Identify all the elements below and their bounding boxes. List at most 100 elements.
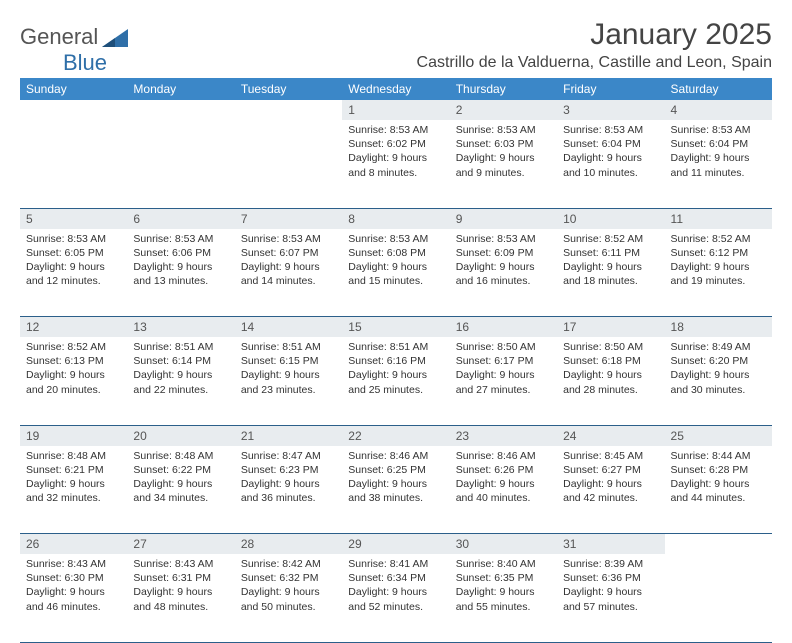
month-title: January 2025 [417,18,772,52]
day-details: Sunrise: 8:53 AMSunset: 6:07 PMDaylight:… [235,229,342,295]
day-cell: Sunrise: 8:50 AMSunset: 6:18 PMDaylight:… [557,337,664,425]
day-details: Sunrise: 8:53 AMSunset: 6:03 PMDaylight:… [450,120,557,186]
daynum-row: 12131415161718 [20,317,772,338]
location: Castrillo de la Valduerna, Castille and … [417,54,772,72]
day-number-cell: 31 [557,534,664,555]
daynum-row: 19202122232425 [20,425,772,446]
weekday-header: Monday [127,78,234,100]
day-number-cell: 13 [127,317,234,338]
day-cell: Sunrise: 8:53 AMSunset: 6:02 PMDaylight:… [342,120,449,208]
day-cell: Sunrise: 8:53 AMSunset: 6:03 PMDaylight:… [450,120,557,208]
day-cell [235,120,342,208]
day-number-cell: 4 [665,100,772,120]
day-number-cell: 22 [342,425,449,446]
day-cell: Sunrise: 8:44 AMSunset: 6:28 PMDaylight:… [665,446,772,534]
day-details: Sunrise: 8:46 AMSunset: 6:25 PMDaylight:… [342,446,449,512]
day-cell: Sunrise: 8:52 AMSunset: 6:12 PMDaylight:… [665,229,772,317]
day-number-cell: 12 [20,317,127,338]
day-cell: Sunrise: 8:48 AMSunset: 6:21 PMDaylight:… [20,446,127,534]
day-cell: Sunrise: 8:51 AMSunset: 6:14 PMDaylight:… [127,337,234,425]
day-details: Sunrise: 8:51 AMSunset: 6:16 PMDaylight:… [342,337,449,403]
day-number-cell [665,534,772,555]
daynum-row: 567891011 [20,208,772,229]
week-row: Sunrise: 8:43 AMSunset: 6:30 PMDaylight:… [20,554,772,642]
week-row: Sunrise: 8:53 AMSunset: 6:05 PMDaylight:… [20,229,772,317]
day-cell: Sunrise: 8:53 AMSunset: 6:06 PMDaylight:… [127,229,234,317]
day-number-cell: 6 [127,208,234,229]
day-details: Sunrise: 8:44 AMSunset: 6:28 PMDaylight:… [665,446,772,512]
day-details: Sunrise: 8:53 AMSunset: 6:08 PMDaylight:… [342,229,449,295]
day-cell: Sunrise: 8:42 AMSunset: 6:32 PMDaylight:… [235,554,342,642]
day-number-cell: 11 [665,208,772,229]
day-cell: Sunrise: 8:47 AMSunset: 6:23 PMDaylight:… [235,446,342,534]
day-cell: Sunrise: 8:53 AMSunset: 6:05 PMDaylight:… [20,229,127,317]
day-details: Sunrise: 8:50 AMSunset: 6:17 PMDaylight:… [450,337,557,403]
day-details: Sunrise: 8:53 AMSunset: 6:02 PMDaylight:… [342,120,449,186]
week-row: Sunrise: 8:53 AMSunset: 6:02 PMDaylight:… [20,120,772,208]
day-details: Sunrise: 8:53 AMSunset: 6:04 PMDaylight:… [557,120,664,186]
day-number-cell: 10 [557,208,664,229]
day-number-cell: 21 [235,425,342,446]
day-details: Sunrise: 8:42 AMSunset: 6:32 PMDaylight:… [235,554,342,620]
day-cell [127,120,234,208]
day-details: Sunrise: 8:53 AMSunset: 6:09 PMDaylight:… [450,229,557,295]
day-cell: Sunrise: 8:52 AMSunset: 6:13 PMDaylight:… [20,337,127,425]
weekday-header: Friday [557,78,664,100]
day-cell [20,120,127,208]
day-cell: Sunrise: 8:53 AMSunset: 6:08 PMDaylight:… [342,229,449,317]
day-cell: Sunrise: 8:51 AMSunset: 6:15 PMDaylight:… [235,337,342,425]
day-details: Sunrise: 8:40 AMSunset: 6:35 PMDaylight:… [450,554,557,620]
day-cell: Sunrise: 8:45 AMSunset: 6:27 PMDaylight:… [557,446,664,534]
weekday-header: Thursday [450,78,557,100]
day-number-cell: 14 [235,317,342,338]
day-details: Sunrise: 8:48 AMSunset: 6:22 PMDaylight:… [127,446,234,512]
day-cell: Sunrise: 8:51 AMSunset: 6:16 PMDaylight:… [342,337,449,425]
day-cell [665,554,772,642]
day-number-cell: 30 [450,534,557,555]
day-number-cell: 9 [450,208,557,229]
day-cell: Sunrise: 8:50 AMSunset: 6:17 PMDaylight:… [450,337,557,425]
day-number-cell: 16 [450,317,557,338]
daynum-row: 1234 [20,100,772,120]
day-cell: Sunrise: 8:39 AMSunset: 6:36 PMDaylight:… [557,554,664,642]
weekday-header: Tuesday [235,78,342,100]
day-details: Sunrise: 8:52 AMSunset: 6:13 PMDaylight:… [20,337,127,403]
day-cell: Sunrise: 8:43 AMSunset: 6:31 PMDaylight:… [127,554,234,642]
day-details: Sunrise: 8:50 AMSunset: 6:18 PMDaylight:… [557,337,664,403]
day-number-cell: 20 [127,425,234,446]
day-number-cell: 7 [235,208,342,229]
day-cell: Sunrise: 8:53 AMSunset: 6:04 PMDaylight:… [665,120,772,208]
day-cell: Sunrise: 8:53 AMSunset: 6:04 PMDaylight:… [557,120,664,208]
day-cell: Sunrise: 8:53 AMSunset: 6:07 PMDaylight:… [235,229,342,317]
day-details: Sunrise: 8:53 AMSunset: 6:06 PMDaylight:… [127,229,234,295]
day-number-cell: 19 [20,425,127,446]
week-row: Sunrise: 8:48 AMSunset: 6:21 PMDaylight:… [20,446,772,534]
day-cell: Sunrise: 8:49 AMSunset: 6:20 PMDaylight:… [665,337,772,425]
day-details: Sunrise: 8:47 AMSunset: 6:23 PMDaylight:… [235,446,342,512]
day-number-cell: 8 [342,208,449,229]
day-number-cell: 26 [20,534,127,555]
header: General January 2025 Castrillo de la Val… [20,18,772,72]
day-number-cell: 28 [235,534,342,555]
weekday-header-row: Sunday Monday Tuesday Wednesday Thursday… [20,78,772,100]
day-details: Sunrise: 8:43 AMSunset: 6:31 PMDaylight:… [127,554,234,620]
day-cell: Sunrise: 8:52 AMSunset: 6:11 PMDaylight:… [557,229,664,317]
day-cell: Sunrise: 8:43 AMSunset: 6:30 PMDaylight:… [20,554,127,642]
day-cell: Sunrise: 8:40 AMSunset: 6:35 PMDaylight:… [450,554,557,642]
title-block: January 2025 Castrillo de la Valduerna, … [417,18,772,72]
calendar-table: Sunday Monday Tuesday Wednesday Thursday… [20,78,772,643]
day-details: Sunrise: 8:49 AMSunset: 6:20 PMDaylight:… [665,337,772,403]
day-number-cell: 25 [665,425,772,446]
day-cell: Sunrise: 8:41 AMSunset: 6:34 PMDaylight:… [342,554,449,642]
daynum-row: 262728293031 [20,534,772,555]
day-details: Sunrise: 8:53 AMSunset: 6:05 PMDaylight:… [20,229,127,295]
day-number-cell: 24 [557,425,664,446]
day-number-cell: 18 [665,317,772,338]
day-details: Sunrise: 8:53 AMSunset: 6:04 PMDaylight:… [665,120,772,186]
day-details: Sunrise: 8:52 AMSunset: 6:12 PMDaylight:… [665,229,772,295]
day-cell: Sunrise: 8:46 AMSunset: 6:26 PMDaylight:… [450,446,557,534]
logo-text-general: General [20,24,98,50]
day-cell: Sunrise: 8:48 AMSunset: 6:22 PMDaylight:… [127,446,234,534]
day-details: Sunrise: 8:51 AMSunset: 6:14 PMDaylight:… [127,337,234,403]
day-cell: Sunrise: 8:53 AMSunset: 6:09 PMDaylight:… [450,229,557,317]
